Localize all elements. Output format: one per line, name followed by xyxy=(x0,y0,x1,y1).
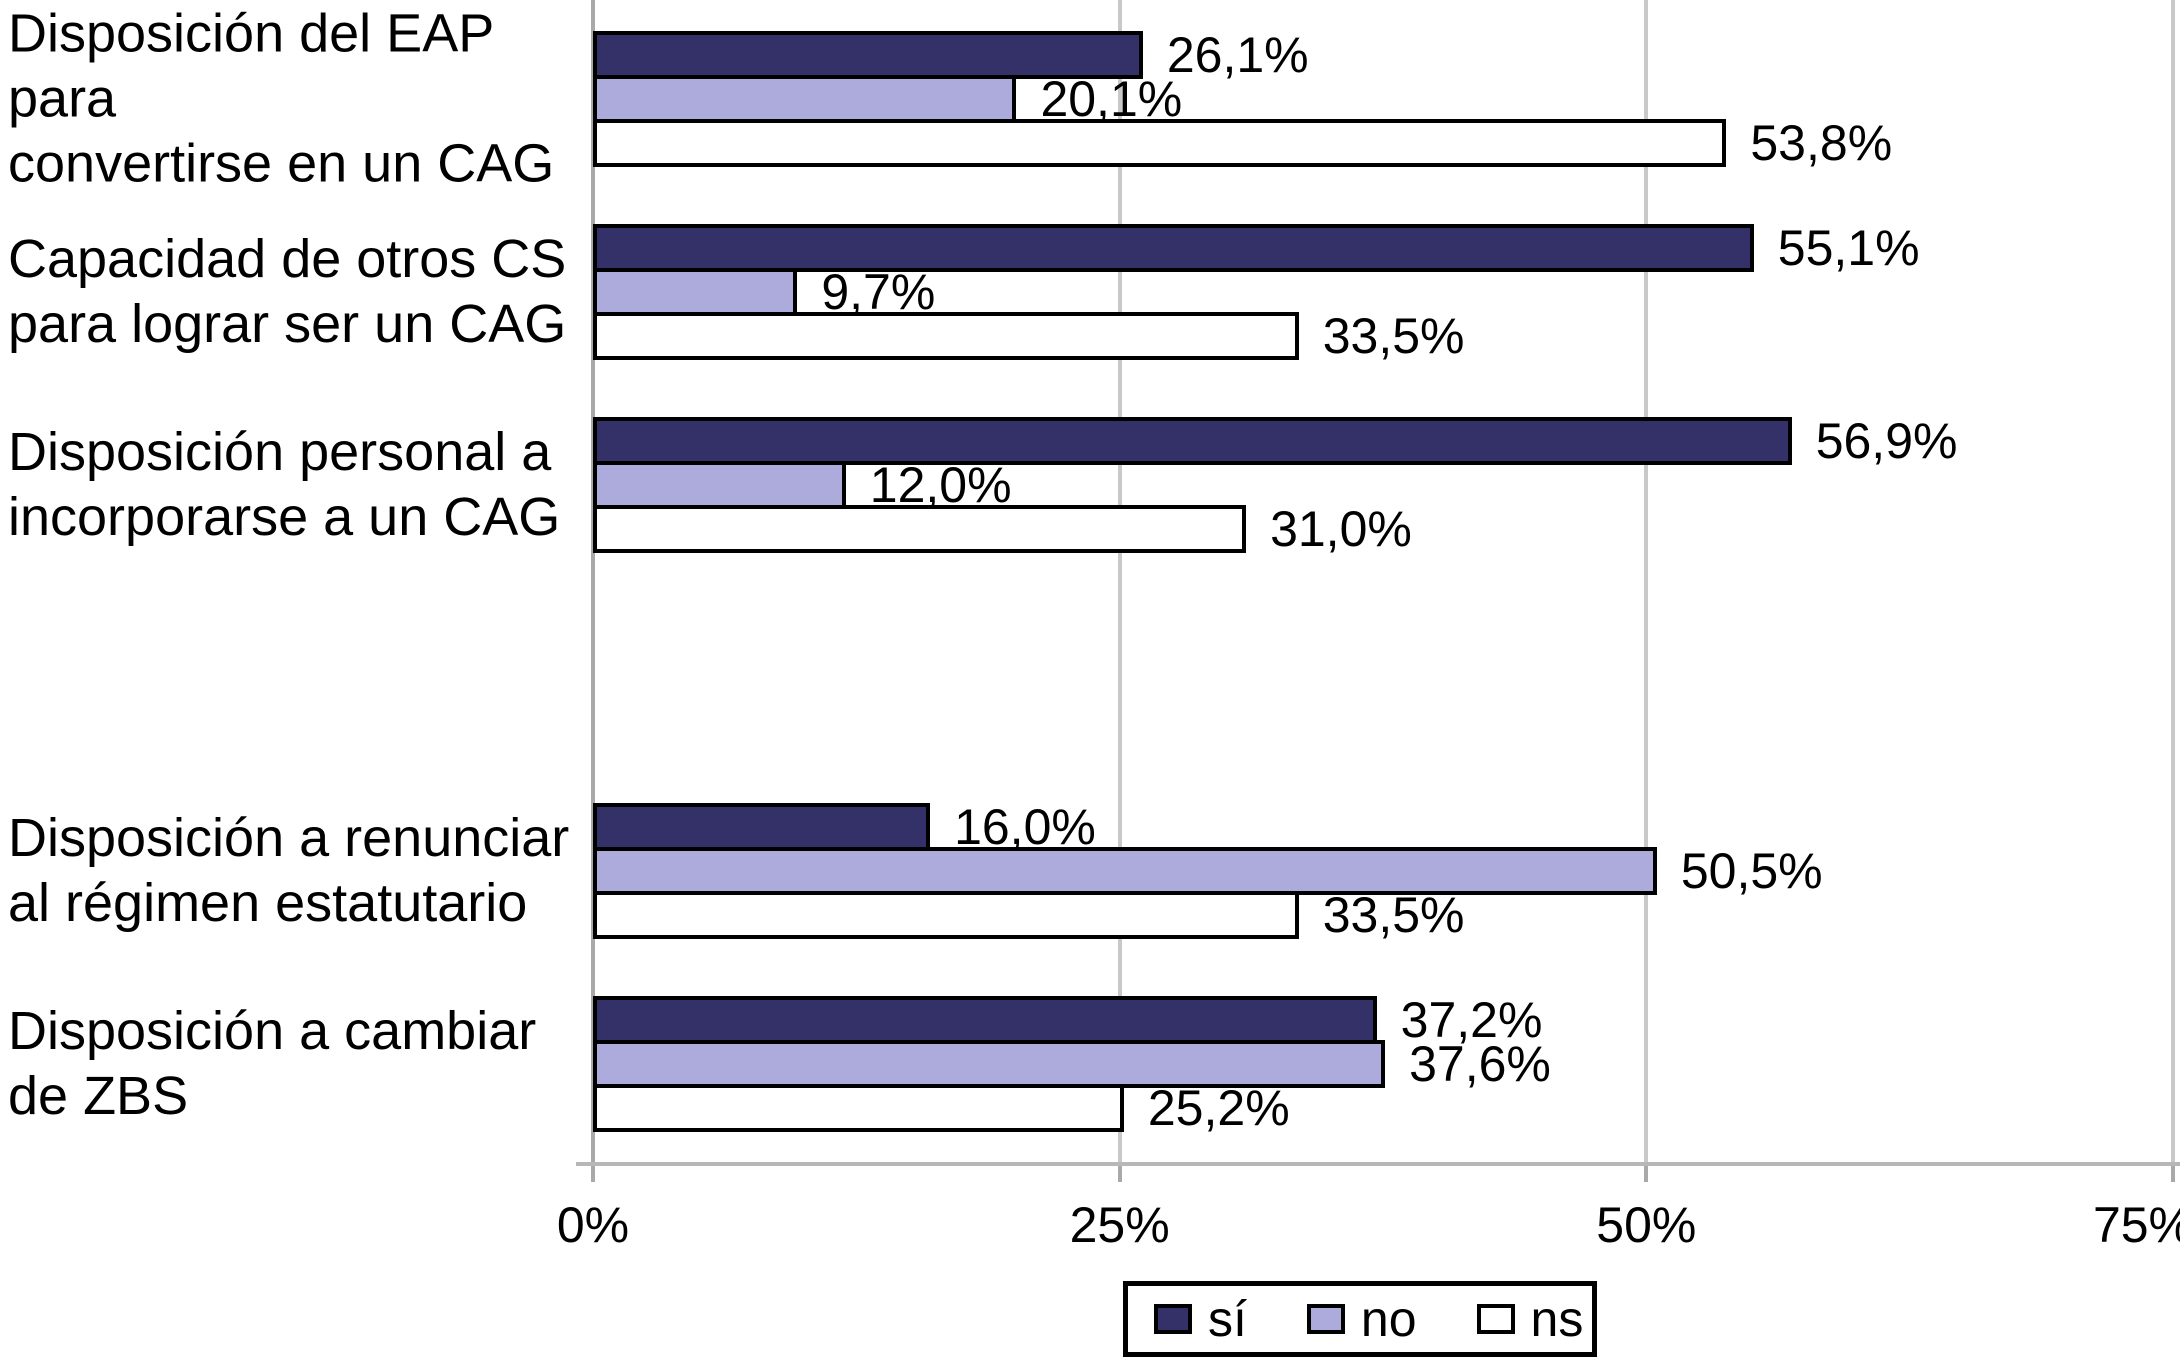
legend-item-no: no xyxy=(1306,1291,1417,1347)
bar-group-1 xyxy=(593,224,2173,360)
bar-no-2 xyxy=(593,461,846,509)
legend-swatch-si xyxy=(1154,1304,1192,1334)
bar-sí-2 xyxy=(593,417,1792,465)
axis-tick-25 xyxy=(1117,1162,1122,1182)
legend-label-no: no xyxy=(1360,1291,1417,1347)
bar-group-3 xyxy=(593,803,2173,939)
value-label-sí-4: 37,2% xyxy=(1400,992,1543,1048)
category-label-4: Disposición a cambiar de ZBS xyxy=(8,999,586,1129)
category-label-4-line-1: de ZBS xyxy=(8,1066,189,1126)
bar-sí-3 xyxy=(593,803,931,851)
legend-label-si: sí xyxy=(1208,1291,1247,1347)
gridline-25 xyxy=(1117,0,1122,1162)
category-label-0-line-1: convertirse en un CAG xyxy=(8,133,555,194)
x-axis-line xyxy=(576,1162,2180,1166)
bar-no-3 xyxy=(593,847,1657,895)
category-label-1: Capacidad de otros CS para lograr ser un … xyxy=(8,227,586,357)
category-label-2-line-1: incorporarse a un CAG xyxy=(8,487,561,547)
bar-no-1 xyxy=(593,268,798,316)
category-label-3: Disposición a renunciar al régimen estatu… xyxy=(8,806,586,936)
category-label-0-line-0: Disposición del EAP para xyxy=(8,3,494,129)
legend-item-si: sí xyxy=(1154,1294,1247,1344)
value-label-no-2: 12,0% xyxy=(869,457,1012,513)
bar-no-0 xyxy=(593,75,1017,123)
gridline-50 xyxy=(1644,0,1649,1162)
axis-tick-50 xyxy=(1644,1162,1649,1182)
bar-group-0 xyxy=(593,31,2173,167)
category-label-0: Disposición del EAP para convertirse en u… xyxy=(8,2,586,197)
legend-label-ns: ns xyxy=(1530,1291,1584,1347)
bar-ns-1 xyxy=(593,312,1299,360)
value-label-ns-2: 31,0% xyxy=(1270,501,1412,557)
value-label-sí-3: 16,0% xyxy=(954,799,1096,855)
axis-tick-75 xyxy=(2171,1162,2175,1182)
legend-swatch-ns xyxy=(1476,1304,1515,1334)
bar-group-2 xyxy=(593,417,2173,553)
category-label-2-line-0: Disposición personal a xyxy=(8,422,552,482)
x-tick-label-75: 75% xyxy=(2092,1197,2180,1253)
x-tick-label-0: 0% xyxy=(556,1197,630,1253)
category-label-2: Disposición personal a incorporarse a un … xyxy=(8,420,586,550)
bar-ns-4 xyxy=(593,1084,1124,1132)
category-label-1-line-0: Capacidad de otros CS xyxy=(8,229,567,289)
value-label-ns-1: 33,5% xyxy=(1322,308,1465,364)
value-label-no-4: 37,6% xyxy=(1409,1036,1551,1092)
value-label-no-3: 50,5% xyxy=(1680,843,1823,899)
legend: sí no ns xyxy=(1123,1281,1597,1357)
bar-sí-4 xyxy=(593,996,1377,1044)
legend-item-ns: ns xyxy=(1476,1291,1584,1347)
bar-group-4 xyxy=(593,996,2173,1132)
bar-ns-3 xyxy=(593,891,1299,939)
value-label-sí-0: 26,1% xyxy=(1166,27,1309,83)
axis-tick-0 xyxy=(591,1162,595,1182)
category-label-4-line-0: Disposición a cambiar xyxy=(8,1001,537,1061)
value-label-no-1: 9,7% xyxy=(821,264,936,320)
category-label-3-line-0: Disposición a renunciar xyxy=(8,808,570,868)
value-label-sí-2: 56,9% xyxy=(1815,413,1958,469)
value-label-ns-0: 53,8% xyxy=(1750,115,1893,171)
x-tick-label-50: 50% xyxy=(1596,1197,1697,1253)
value-label-no-0: 20,1% xyxy=(1040,71,1183,127)
category-label-1-line-1: para lograr ser un CAG xyxy=(8,294,567,354)
value-label-sí-1: 55,1% xyxy=(1777,220,1920,276)
bar-ns-2 xyxy=(593,505,1247,553)
bar-sí-1 xyxy=(593,224,1754,272)
category-label-3-line-1: al régimen estatutario xyxy=(8,873,528,933)
value-label-ns-3: 33,5% xyxy=(1322,887,1465,943)
bar-ns-0 xyxy=(593,119,1727,167)
gridline-75 xyxy=(2171,0,2175,1162)
legend-swatch-no xyxy=(1306,1304,1345,1334)
y-axis-line xyxy=(591,0,595,1162)
value-label-ns-4: 25,2% xyxy=(1147,1080,1290,1136)
x-tick-label-25: 25% xyxy=(1069,1197,1170,1253)
